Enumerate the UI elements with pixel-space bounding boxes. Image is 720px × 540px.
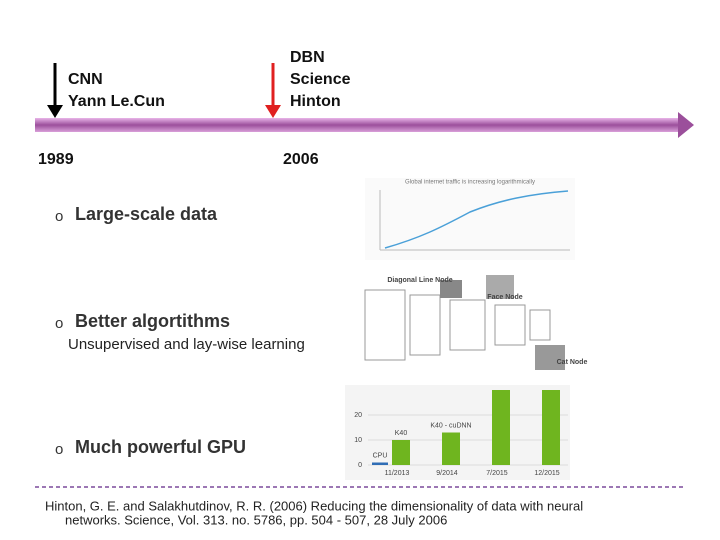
traffic-curve xyxy=(384,190,569,249)
event-label: CNN xyxy=(68,71,103,88)
x-tick-label: 12/2015 xyxy=(534,470,559,477)
event-arrowhead xyxy=(47,105,63,118)
bar xyxy=(492,390,510,465)
bar-annotation: K40 - cuDNN xyxy=(430,422,471,429)
bullet-text: Better algortithms xyxy=(75,311,230,331)
timeline-bar xyxy=(35,118,680,132)
y-tick-label: 0 xyxy=(358,462,362,469)
event-label: Hinton xyxy=(290,93,341,110)
node-image xyxy=(535,345,565,370)
traffic-figure xyxy=(365,178,575,260)
event-label: DBN xyxy=(290,49,325,66)
bar-annotation: K40 xyxy=(395,430,408,437)
event-year: 2006 xyxy=(283,151,319,168)
bar xyxy=(372,462,388,465)
node-image xyxy=(486,275,514,299)
bar xyxy=(392,440,410,465)
event-label: Science xyxy=(290,71,351,88)
traffic-title: Global internet traffic is increasing lo… xyxy=(405,180,535,186)
citation: Hinton, G. E. and Salakhutdinov, R. R. (… xyxy=(45,498,583,513)
x-tick-label: 9/2014 xyxy=(436,470,458,477)
event-arrowhead xyxy=(265,105,281,118)
y-tick-label: 20 xyxy=(354,412,362,419)
node-label: Diagonal Line Node xyxy=(387,277,452,284)
node-image xyxy=(440,280,462,298)
node-label: Face Node xyxy=(487,294,523,301)
citation: networks. Science, Vol. 313. no. 5786, p… xyxy=(65,512,447,527)
timeline-arrowhead xyxy=(678,112,694,138)
event-year: 1989 xyxy=(38,151,74,168)
bar xyxy=(442,432,460,465)
x-tick-label: 7/2015 xyxy=(486,470,508,477)
bullet-text: Large-scale data xyxy=(75,204,218,224)
node-label: Cat Node xyxy=(557,359,588,366)
network-layers xyxy=(364,289,551,361)
x-tick-label: 11/2013 xyxy=(385,470,410,477)
bullet-marker: o xyxy=(55,208,63,225)
bullet-text: Much powerful GPU xyxy=(75,437,246,457)
y-tick-label: 10 xyxy=(354,437,362,444)
event-label: Yann Le.Cun xyxy=(68,93,165,110)
bar xyxy=(542,390,560,465)
bullet-sub: Unsupervised and lay-wise learning xyxy=(68,336,305,353)
bullet-marker: o xyxy=(55,441,63,458)
bar-annotation: CPU xyxy=(373,452,388,459)
bullet-marker: o xyxy=(55,315,63,332)
